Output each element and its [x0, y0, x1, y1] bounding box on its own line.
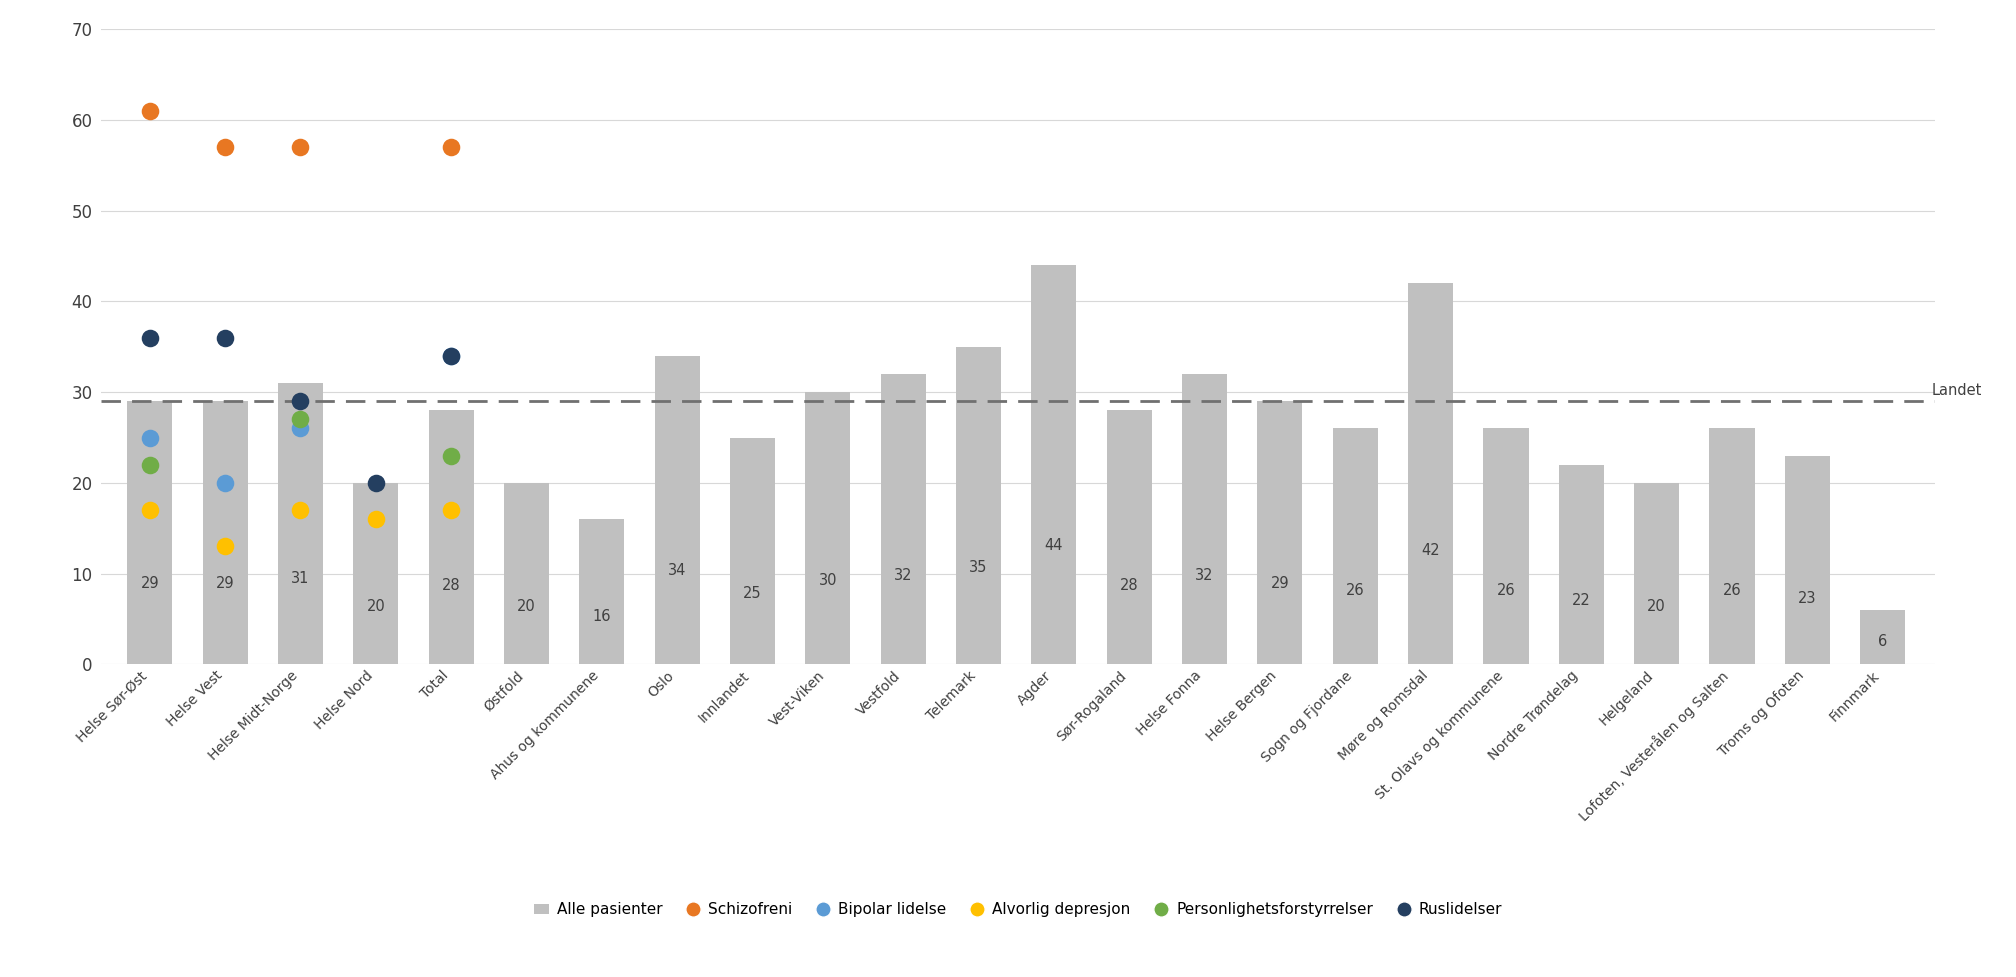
Point	[435, 140, 468, 155]
Text: 28: 28	[442, 578, 460, 593]
Point	[435, 447, 468, 463]
Text: 23: 23	[1798, 591, 1816, 606]
Bar	[730, 438, 774, 664]
Bar	[1635, 483, 1679, 664]
Bar	[504, 483, 548, 664]
Text: 31: 31	[290, 571, 310, 585]
Bar	[1710, 429, 1754, 664]
Bar	[1484, 429, 1528, 664]
Text: 25: 25	[744, 586, 762, 601]
Point	[133, 330, 165, 346]
Text: 22: 22	[1572, 593, 1591, 609]
Bar	[1258, 402, 1302, 664]
Text: 29: 29	[1270, 575, 1288, 591]
Point	[210, 538, 242, 554]
Text: 20: 20	[516, 599, 536, 614]
Text: 20: 20	[367, 599, 385, 614]
Point	[133, 502, 165, 518]
Bar	[1558, 465, 1605, 664]
Point	[284, 394, 317, 409]
Bar	[956, 347, 1002, 664]
Bar	[127, 402, 173, 664]
Text: 32: 32	[893, 568, 913, 583]
Point	[210, 140, 242, 155]
Point	[133, 104, 165, 119]
Text: 44: 44	[1044, 537, 1062, 553]
Point	[435, 348, 468, 363]
Point	[210, 475, 242, 490]
Text: Landet: Landet	[1931, 383, 1982, 398]
Point	[284, 421, 317, 437]
Bar	[429, 410, 474, 664]
Point	[284, 140, 317, 155]
Bar	[1333, 429, 1377, 664]
Bar	[1861, 610, 1905, 664]
Bar	[1181, 374, 1228, 664]
Point	[133, 430, 165, 446]
Text: 42: 42	[1421, 542, 1439, 558]
Text: 16: 16	[593, 609, 611, 623]
Text: 29: 29	[141, 575, 159, 591]
Bar	[881, 374, 925, 664]
Bar	[1784, 455, 1831, 664]
Bar	[579, 519, 625, 664]
Point	[210, 330, 242, 346]
Point	[284, 502, 317, 518]
Point	[359, 511, 391, 527]
Point	[359, 475, 391, 490]
Bar	[804, 392, 851, 664]
Text: 29: 29	[216, 575, 234, 591]
Text: 28: 28	[1121, 578, 1139, 593]
Text: 26: 26	[1347, 583, 1365, 598]
Point	[133, 457, 165, 473]
Text: 26: 26	[1496, 583, 1516, 598]
Point	[435, 348, 468, 363]
Bar	[1407, 283, 1454, 664]
Text: 26: 26	[1722, 583, 1742, 598]
Bar	[202, 402, 248, 664]
Bar	[1107, 410, 1151, 664]
Text: 32: 32	[1195, 568, 1214, 583]
Legend: Alle pasienter, Schizofreni, Bipolar lidelse, Alvorlig depresjon, Personlighetsf: Alle pasienter, Schizofreni, Bipolar lid…	[528, 896, 1508, 923]
Text: 34: 34	[667, 563, 685, 578]
Point	[435, 502, 468, 518]
Text: 20: 20	[1647, 599, 1665, 614]
Point	[284, 411, 317, 427]
Bar	[1032, 265, 1077, 664]
Text: 35: 35	[970, 561, 988, 575]
Bar	[278, 383, 323, 664]
Text: 30: 30	[818, 573, 837, 588]
Text: 6: 6	[1879, 634, 1887, 649]
Bar	[655, 356, 700, 664]
Bar	[353, 483, 399, 664]
